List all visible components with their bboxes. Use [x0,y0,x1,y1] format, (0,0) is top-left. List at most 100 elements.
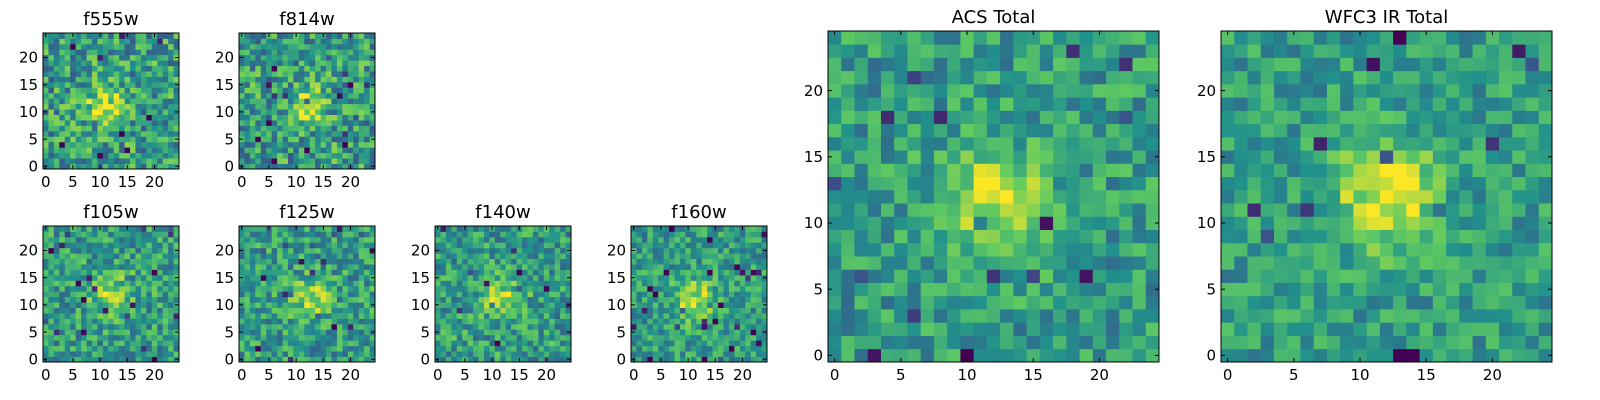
heatmap-cell [162,125,169,132]
heatmap-cell [451,291,458,298]
heatmap-cell [522,285,528,292]
heatmap-cell [973,256,988,270]
heatmap-cell [1273,242,1288,257]
heatmap-cell [986,136,1001,151]
heatmap-cell [1525,242,1540,257]
heatmap-cell [277,340,283,347]
heatmap-cell [1512,322,1526,336]
heatmap-cell [173,130,180,137]
heatmap-cell [947,123,961,138]
heatmap-cell [1340,189,1354,204]
heatmap-cell [113,120,120,126]
heatmap-cell [522,253,528,260]
heatmap-cell [108,231,115,238]
heatmap-cell [304,296,311,303]
heatmap-cell [244,296,251,303]
heatmap-cell [113,280,120,287]
heatmap-cell [986,256,1001,270]
heatmap-cell [81,87,87,94]
heatmap-cell [854,97,869,111]
heatmap-cell [1300,242,1315,257]
heatmap-cell [271,340,278,347]
heatmap-cell [298,280,305,287]
heatmap-cell [320,242,327,249]
heatmap-cell [1066,203,1080,217]
heatmap-cell [960,189,975,204]
heatmap-cell [86,285,93,292]
heatmap-cell [342,33,349,39]
heatmap-cell [304,253,311,260]
heatmap-cell [1106,282,1120,297]
heatmap-cell [707,340,713,347]
heatmap-cell [1013,256,1027,270]
heatmap-cell [293,291,300,298]
heatmap-cell [527,307,534,314]
heatmap-cell [353,125,360,132]
heatmap-cell [516,247,523,254]
heatmap-cell [440,340,447,347]
heatmap-cell [1234,282,1248,297]
y-tick-label: 10 [804,214,823,232]
heatmap-cell [59,247,66,254]
heatmap-cell [674,226,681,232]
heatmap-cell [102,120,109,126]
heatmap-cell [674,247,681,254]
heatmap-cell [1119,136,1133,151]
heatmap-cell [828,83,842,98]
heatmap-cell [157,98,164,105]
heatmap-cell [347,318,354,325]
heatmap-cell [1013,70,1027,85]
heatmap-cell [239,141,245,148]
heatmap-cell [293,236,300,243]
heatmap-cell [867,57,882,72]
heatmap-cell [97,334,104,341]
heatmap-cell [331,356,338,363]
heatmap-cell [260,33,267,39]
heatmap-cell [320,98,327,105]
heatmap-cell [353,65,360,72]
heatmap-cells [239,33,376,170]
heatmap-cell [347,242,354,249]
heatmap-cell [157,76,164,83]
heatmap-cell [282,253,289,260]
heatmap-cell [1013,31,1027,45]
heatmap-cell [304,98,311,105]
heatmap-cell [64,302,71,308]
heatmap-cell [690,258,697,265]
heatmap-cell [173,231,180,238]
heatmap-cell [140,71,147,77]
heatmap-cell [636,236,643,243]
heatmap-cell [255,345,262,352]
heatmap-cell [59,291,66,298]
heatmap-cell [543,231,550,238]
heatmap-cell [854,136,869,151]
heatmap-cell [663,226,670,232]
heatmap-cell [920,269,935,283]
heatmap-cell [347,258,354,265]
heatmap-cell [718,231,724,238]
heatmap-cell [440,253,447,260]
heatmap-cell [728,345,735,352]
heatmap-cell [331,329,338,336]
heatmap-cell [690,291,697,298]
heatmap-cell [647,351,654,357]
heatmap-cell [631,236,637,243]
heatmap-cell [435,236,441,243]
heatmap-cell [255,269,262,276]
heatmap-cell [435,258,441,265]
heatmap-cell [483,242,490,249]
heatmap-cell [266,269,273,276]
heatmap-cell [304,76,311,83]
heatmap-cell [43,253,49,260]
y-tick-label: 15 [607,269,626,287]
heatmap-cell [135,76,142,83]
heatmap-cell [920,97,935,111]
heatmap-cell [435,334,441,341]
heatmap-cell [1353,322,1368,336]
heatmap-cell [478,291,485,298]
heatmap-cell [701,307,708,314]
heatmap-cell [674,313,681,319]
heatmap-cell [140,103,147,110]
heatmap-cell [130,43,136,50]
heatmap-cell [326,318,332,325]
